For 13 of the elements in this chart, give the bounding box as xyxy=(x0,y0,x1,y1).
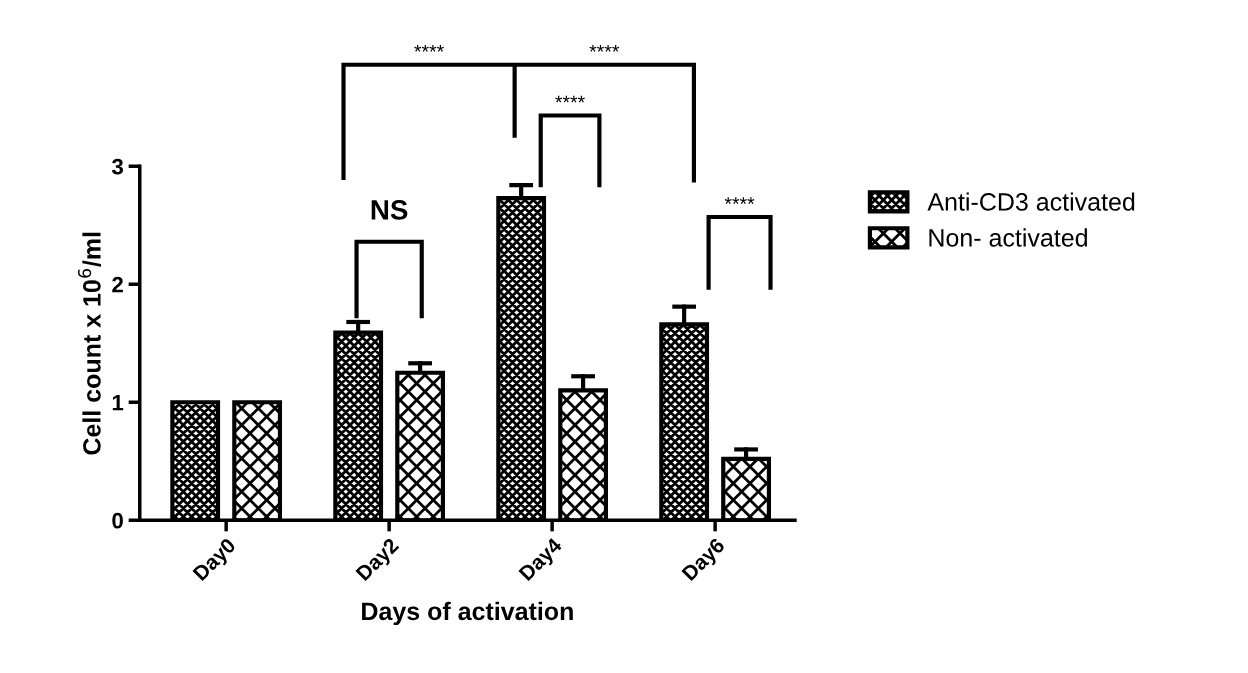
x-axis-title: Days of activation xyxy=(362,601,573,626)
legend-label: Anti-CD3 activated xyxy=(927,192,1135,211)
y-tick-label: 2 xyxy=(112,276,123,293)
y-axis-title: Cell count x 10$^{6}$/ml xyxy=(77,232,102,455)
y-tick-label: 3 xyxy=(111,158,123,175)
y-tick-label: 0 xyxy=(112,512,123,529)
text: **** xyxy=(555,95,585,103)
text: **** xyxy=(414,44,444,52)
legend-label: Non- activated xyxy=(929,228,1087,247)
annotation: **** xyxy=(724,197,755,205)
y-tick-label: 1 xyxy=(112,394,124,411)
text: **** xyxy=(589,44,620,52)
annotation: NS xyxy=(371,200,408,220)
